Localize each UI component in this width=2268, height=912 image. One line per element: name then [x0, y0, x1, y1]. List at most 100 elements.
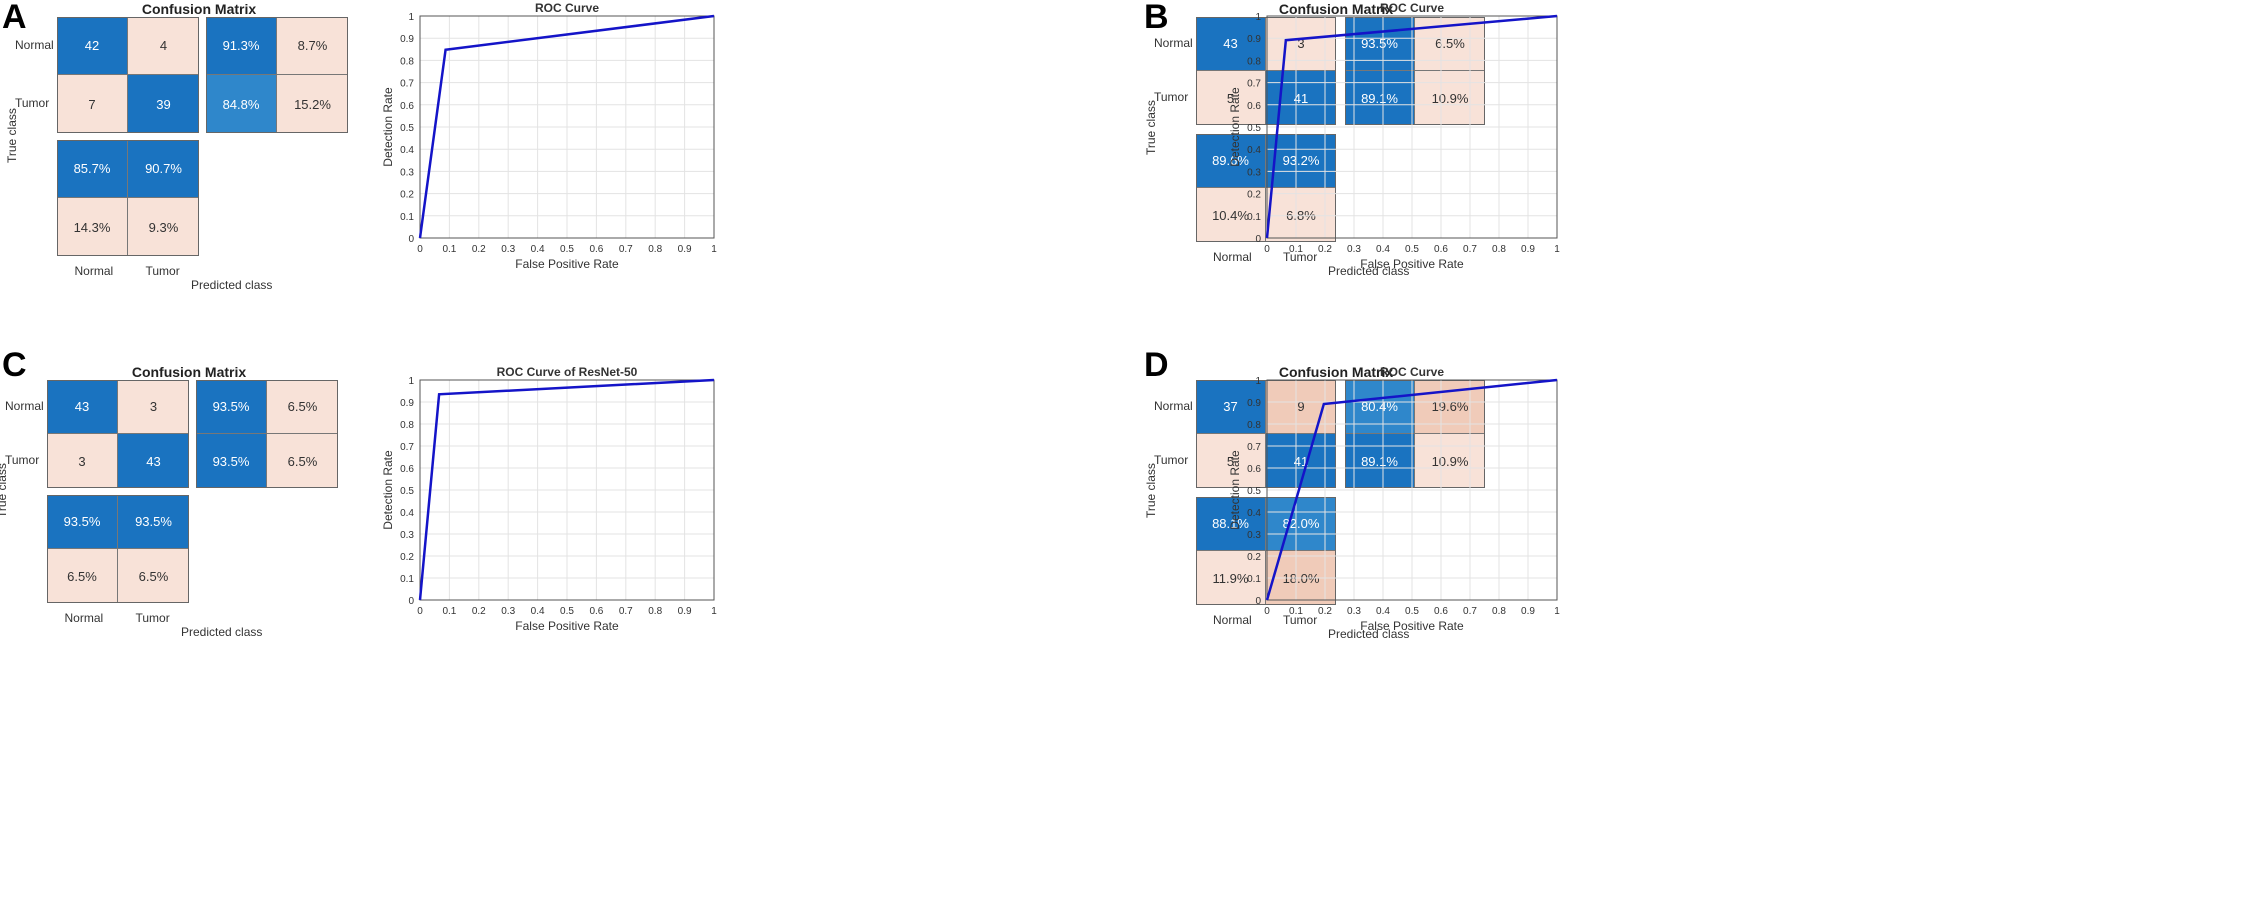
row-summary-block — [1345, 17, 1485, 125]
y-tick-label: 0.4 — [1247, 508, 1261, 519]
y-tick-label: 0 — [408, 596, 414, 607]
confusion-matrix-block — [57, 17, 199, 133]
roc-curve — [1265, 378, 1558, 601]
row-summary-cell: 84.8% — [206, 75, 277, 133]
matrix-cell: 43 — [1196, 17, 1266, 71]
panel-c: C Confusion Matrix Normal Tumor True class 43… — [0, 346, 1134, 912]
y-tick-label: 0.4 — [1247, 145, 1261, 156]
matrix-cell: 5 — [1196, 71, 1266, 125]
matrix-cell: 42 — [57, 17, 128, 75]
row-label: Tumor — [15, 96, 50, 110]
confusion-matrix-title: Confusion Matrix — [141, 1, 257, 17]
column-summary-cell: 82.0% — [1266, 497, 1336, 551]
x-tick-label: 0.2 — [472, 244, 486, 255]
true-class-label: True class — [1144, 100, 1158, 155]
x-tick-label: 0.5 — [1405, 606, 1419, 617]
matrix-cell: 3 — [118, 380, 189, 434]
column-summary-cell: 10.4% — [1196, 188, 1266, 242]
x-tick-label: 0.9 — [678, 244, 692, 255]
roc-y-label: Detection Rate — [381, 450, 395, 530]
y-tick-label: 0.6 — [400, 464, 414, 475]
y-tick-label: 0.9 — [1247, 398, 1261, 409]
column-summary-cell: 89.6% — [1196, 134, 1266, 188]
matrix-cell: 43 — [47, 380, 118, 434]
roc-title: ROC Curve — [1380, 365, 1444, 379]
column-summary-cell: 11.9% — [1196, 551, 1266, 605]
y-tick-label: 0.1 — [400, 574, 414, 585]
column-summary-cell: 90.7% — [128, 140, 199, 198]
panel-a: A Confusion Matrix Normal Tumor True class 42… — [0, 0, 1134, 456]
x-tick-label: 1 — [711, 606, 717, 617]
row-label: Normal — [1154, 36, 1193, 50]
y-tick-label: 1 — [1255, 12, 1261, 23]
row-label: Tumor — [5, 453, 40, 467]
x-tick-label: 0 — [1264, 606, 1270, 617]
roc-x-label: False Positive Rate — [515, 619, 619, 633]
matrix-cell: 9 — [1266, 380, 1336, 434]
x-tick-label: 0.2 — [1318, 606, 1332, 617]
roc-chart: 00 0.1 0.1 0.2 0.2 0.3 0.3 0.4 0.4 0.5 0.5 0.6 0.6 0.… — [381, 365, 717, 633]
column-summary-cell: 6.5% — [118, 549, 189, 603]
y-tick-label: 0.6 — [400, 101, 414, 112]
y-tick-label: 0.8 — [400, 420, 414, 431]
panel-letter: B — [1144, 0, 1169, 36]
x-tick-label: 0.2 — [1318, 244, 1332, 255]
column-summary-cell: 85.7% — [57, 140, 128, 198]
column-summary-cell: 93.5% — [118, 495, 189, 549]
y-tick-label: 0.7 — [1247, 442, 1261, 453]
roc-x-label: False Positive Rate — [1360, 619, 1464, 633]
plot-frame — [1266, 15, 1558, 239]
row-summary-cell: 89.1% — [1345, 71, 1415, 125]
row-label: Normal — [15, 38, 54, 52]
y-tick-label: 1 — [408, 376, 414, 387]
x-tick-label: 0.4 — [1376, 606, 1390, 617]
confusion-matrix-block — [1196, 17, 1336, 125]
y-tick-label: 0.3 — [400, 167, 414, 178]
y-tick-label: 0.1 — [400, 212, 414, 223]
row-summary-cell: 80.4% — [1345, 380, 1415, 434]
roc-curve — [418, 378, 715, 601]
panel-letter: A — [2, 0, 27, 36]
roc-title: ROC Curve of ResNet-50 — [497, 365, 638, 379]
roc-x-label: False Positive Rate — [1360, 257, 1464, 271]
y-tick-label: 0.1 — [1247, 574, 1261, 585]
matrix-cell: 7 — [57, 75, 128, 133]
row-summary-cell: 6.5% — [267, 380, 338, 434]
x-tick-label: 0.7 — [1463, 606, 1477, 617]
panel-d: D Confusion Matrix Normal Tumor True class 37… — [1134, 346, 2268, 912]
column-label: Normal — [74, 264, 114, 278]
x-tick-label: 0.9 — [1521, 244, 1535, 255]
x-tick-label: 0.1 — [1289, 606, 1303, 617]
roc-chart: 00 0.1 0.1 0.2 0.2 0.3 0.3 0.4 0.4 0.5 0.5 0.6 0.6 0.… — [1228, 1, 1560, 271]
row-summary-block — [196, 380, 338, 488]
matrix-cell: 3 — [47, 434, 118, 488]
column-summary-cell: 93.2% — [1266, 134, 1336, 188]
confusion-matrix-title: Confusion Matrix — [1278, 364, 1394, 380]
column-summary-cell: 88.1% — [1196, 497, 1266, 551]
y-tick-label: 1 — [408, 12, 414, 23]
panel-b: B Confusion Matrix Normal Tumor True class 43… — [1134, 0, 2268, 456]
y-tick-label: 0.2 — [400, 190, 414, 201]
roc-y-label: Detection Rate — [381, 87, 395, 167]
y-tick-label: 0.4 — [400, 145, 414, 156]
y-tick-label: 0 — [1255, 596, 1261, 607]
matrix-cell: 43 — [118, 434, 189, 488]
x-tick-label: 0.6 — [1434, 606, 1448, 617]
x-tick-label: 1 — [1554, 244, 1560, 255]
x-tick-label: 0 — [1264, 244, 1270, 255]
y-tick-label: 0.2 — [1247, 190, 1261, 201]
x-tick-label: 0 — [417, 606, 423, 617]
column-label: Normal — [1213, 613, 1252, 627]
x-tick-label: 0 — [417, 244, 423, 255]
roc-title: ROC Curve — [535, 1, 599, 15]
confusion-matrix-block — [1196, 380, 1336, 488]
roc-chart: 00 0.1 0.1 0.2 0.2 0.3 0.3 0.4 0.4 0.5 0.5 0.6 0.6 0.… — [381, 1, 717, 271]
y-tick-label: 0.8 — [1247, 420, 1261, 431]
y-tick-label: 0.5 — [400, 486, 414, 497]
y-tick-label: 0.9 — [400, 398, 414, 409]
column-summary-cell: 14.3% — [57, 198, 128, 256]
matrix-cell: 41 — [1266, 434, 1336, 488]
roc-x-label: False Positive Rate — [515, 257, 619, 271]
panel-letter: C — [2, 346, 27, 384]
confusion-matrix-title: Confusion Matrix — [1278, 1, 1394, 17]
